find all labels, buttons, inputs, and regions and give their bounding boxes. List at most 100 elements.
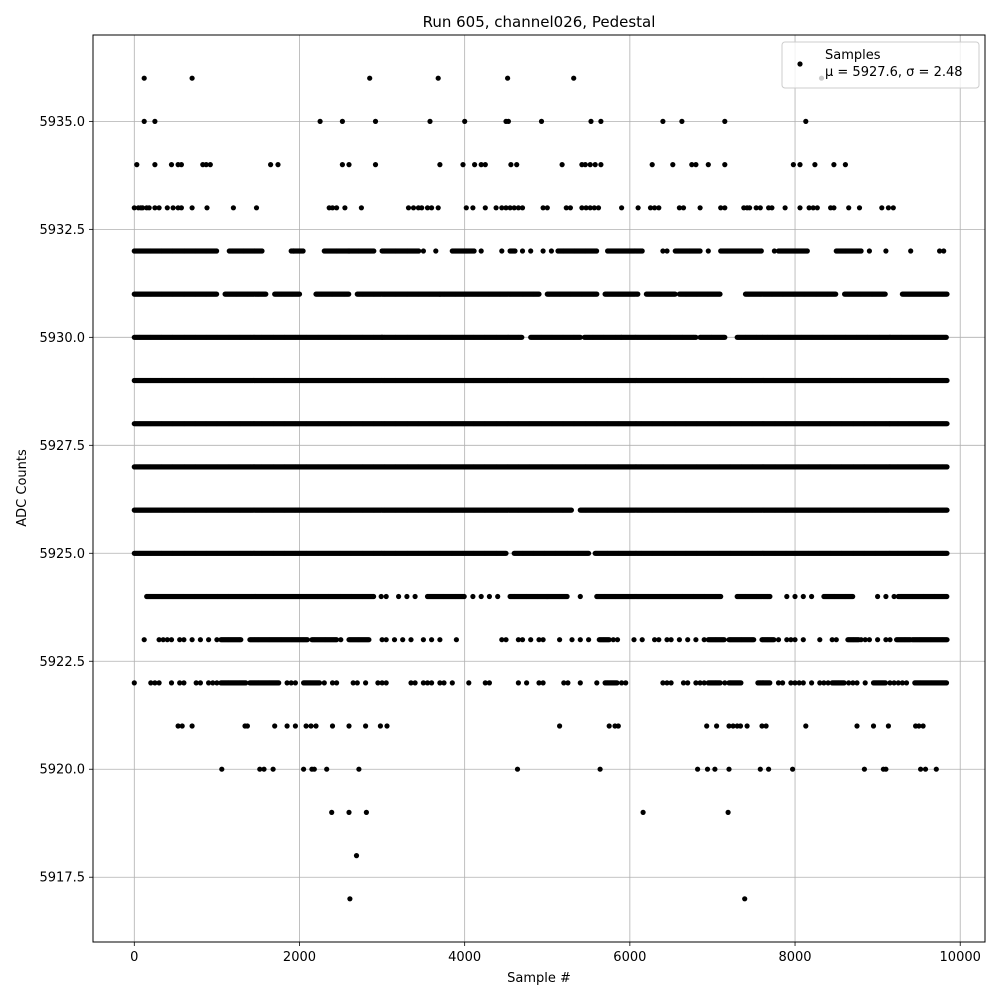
sample-point	[230, 205, 236, 211]
sample-point	[595, 205, 602, 211]
sample-point	[890, 205, 896, 211]
sample-point	[548, 248, 555, 254]
sample-point	[941, 248, 947, 254]
sample-point	[693, 334, 699, 340]
sample-point	[831, 162, 837, 168]
sample-point	[722, 118, 728, 124]
sample-point	[866, 248, 873, 254]
sample-point	[885, 205, 892, 211]
sample-point	[582, 162, 588, 168]
sample-point	[697, 205, 703, 211]
sample-point	[146, 205, 152, 211]
sample-point	[757, 205, 763, 211]
sample-point	[512, 248, 518, 254]
sample-point	[511, 205, 517, 211]
sample-point	[797, 205, 803, 211]
sample-point	[519, 248, 526, 254]
sample-point	[152, 205, 158, 211]
sample-point	[879, 205, 885, 211]
sample-point	[635, 205, 641, 211]
sample-point	[594, 291, 600, 297]
sample-point	[405, 205, 412, 211]
sample-point	[367, 75, 373, 81]
sample-point	[131, 205, 137, 211]
sample-point	[693, 162, 699, 168]
sample-point	[758, 248, 764, 254]
sample-point	[505, 75, 511, 81]
sample-point	[346, 162, 352, 168]
sample-point	[189, 75, 195, 81]
sample-point	[505, 118, 511, 124]
sample-point	[268, 162, 274, 168]
sample-point	[649, 162, 655, 168]
sample-point	[358, 205, 364, 211]
sample-point	[470, 205, 476, 211]
sample-point	[803, 118, 809, 124]
sample-point	[214, 248, 220, 254]
sample-point	[856, 205, 863, 211]
sample-point	[540, 248, 546, 254]
sample-point	[300, 248, 306, 254]
sample-point	[519, 205, 526, 211]
sample-point	[598, 118, 604, 124]
sample-point	[372, 162, 379, 168]
sample-point	[747, 205, 753, 211]
sample-point	[263, 291, 269, 297]
sample-point	[676, 205, 683, 211]
sample-point	[291, 248, 297, 254]
sample-point	[515, 205, 522, 211]
sample-point	[944, 291, 950, 297]
sample-point	[937, 248, 943, 254]
sample-point	[717, 291, 723, 297]
sample-point	[275, 162, 281, 168]
sample-point	[559, 162, 565, 168]
sample-point	[214, 291, 220, 297]
sample-point	[519, 334, 525, 340]
sample-point	[416, 248, 422, 254]
sample-point	[944, 421, 950, 427]
sample-point	[317, 118, 323, 124]
sample-point	[664, 248, 670, 254]
sample-point	[722, 205, 728, 211]
sample-point	[499, 205, 505, 211]
sample-point	[656, 205, 662, 211]
sample-point	[592, 162, 598, 168]
sample-point	[540, 205, 546, 211]
sample-point	[141, 118, 147, 124]
data-points	[131, 75, 950, 902]
sample-point	[462, 118, 468, 124]
sample-point	[587, 162, 593, 168]
sample-point	[831, 205, 837, 211]
sample-point	[689, 162, 695, 168]
sample-point	[680, 205, 687, 211]
sample-point	[339, 162, 345, 168]
sample-point	[567, 205, 574, 211]
sample-point	[753, 205, 759, 211]
sample-point	[652, 205, 658, 211]
sample-point	[204, 205, 210, 211]
sample-point	[419, 205, 425, 211]
sample-point	[718, 205, 724, 211]
sample-point	[503, 205, 509, 211]
sample-point	[588, 118, 594, 124]
chart-title: Run 605, channel026, Pedestal	[423, 13, 656, 31]
sample-point	[296, 291, 303, 297]
sample-point	[858, 248, 864, 254]
sample-point	[528, 248, 534, 254]
sample-point	[908, 248, 914, 254]
sample-point	[797, 162, 803, 168]
sample-point	[342, 205, 348, 211]
sample-point	[790, 162, 797, 168]
sample-point	[672, 291, 678, 297]
sample-point	[253, 205, 260, 211]
sample-point	[536, 291, 542, 297]
sample-point	[804, 248, 810, 254]
sample-point	[508, 162, 514, 168]
sample-point	[463, 205, 469, 211]
sample-point	[424, 205, 431, 211]
sample-point	[435, 75, 441, 81]
sample-point	[482, 162, 488, 168]
sample-point	[812, 162, 818, 168]
